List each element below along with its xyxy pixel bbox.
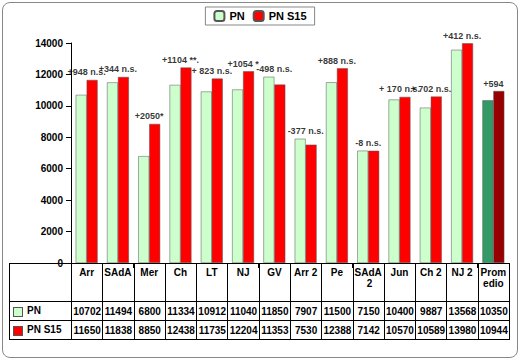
- svg-text:Ch: Ch: [174, 267, 187, 278]
- svg-text:Arr: Arr: [79, 267, 94, 278]
- svg-text:2: 2: [364, 278, 373, 289]
- html-text:9887: 9887: [420, 305, 443, 317]
- svg-text:PN S15: PN S15: [269, 10, 307, 22]
- svg-text:+412 n.s.: +412 n.s.: [443, 31, 481, 41]
- svg-text:SAdA: SAdA: [355, 267, 382, 278]
- svg-text:0: 0: [57, 258, 63, 269]
- svg-text:Pe: Pe: [331, 267, 344, 278]
- svg-text:4000: 4000: [41, 195, 64, 206]
- svg-text:LT: LT: [206, 267, 217, 278]
- html-text:8850: 8850: [138, 324, 161, 336]
- html-text:10570 10589 13980 10944: 10570 10589 13980 10944: [386, 324, 508, 336]
- svg-text:Ch 2: Ch 2: [420, 267, 442, 278]
- svg-text:12000: 12000: [35, 69, 63, 80]
- html-text:7150: 7150: [357, 305, 380, 317]
- svg-text:-498 n.s.: -498 n.s.: [256, 64, 292, 74]
- svg-text:NJ: NJ: [237, 267, 250, 278]
- svg-text:+1104 **.: +1104 **.: [162, 55, 199, 65]
- svg-text:+1054 *: +1054 *: [227, 59, 259, 69]
- html-text:11500: 11500: [323, 305, 351, 317]
- html-text:7142: 7142: [357, 324, 380, 336]
- svg-text:edio: edio: [483, 278, 504, 289]
- svg-text:-377 n.s.: -377 n.s.: [288, 126, 324, 136]
- svg-text:+ 170 n.s.: + 170 n.s.: [379, 84, 420, 95]
- svg-text:+ 823 n.s.: + 823 n.s.: [191, 66, 232, 76]
- html-text:7530: 7530: [295, 324, 318, 336]
- html-text:PN: PN: [27, 305, 41, 317]
- svg-text:-8 n.s.: -8 n.s.: [355, 138, 381, 148]
- svg-text:10000: 10000: [35, 100, 63, 111]
- svg-text:14000: 14000: [35, 38, 63, 49]
- svg-text:PN: PN: [229, 10, 244, 22]
- svg-text:Jun: Jun: [391, 267, 409, 278]
- svg-text:+ 702 n.s.: + 702 n.s.: [410, 84, 451, 94]
- svg-text:Mer: Mer: [140, 267, 158, 278]
- svg-text:Arr 2: Arr 2: [294, 267, 318, 278]
- html-text:7907: 7907: [295, 305, 318, 317]
- svg-text:+344 n.s.: +344 n.s.: [99, 64, 137, 74]
- html-text:10702 11494: 10702 11494: [73, 305, 132, 317]
- svg-text:8000: 8000: [41, 132, 64, 143]
- svg-text:+2050*: +2050*: [135, 111, 164, 121]
- html-text:12438 11735 12204 11353: 12438 11735 12204 11353: [167, 324, 289, 336]
- svg-text:+948 n.s.: +948 n.s.: [67, 67, 106, 78]
- svg-text:SAdA: SAdA: [104, 267, 131, 278]
- svg-text:+888 n.s.: +888 n.s.: [318, 56, 356, 66]
- svg-text:2000: 2000: [41, 226, 64, 237]
- html-text:PN S15: PN S15: [27, 324, 62, 336]
- svg-text:+594: +594: [483, 79, 503, 89]
- svg-text:Prom: Prom: [481, 267, 507, 278]
- html-text:12388: 12388: [323, 324, 352, 336]
- html-text:11650 11838: 11650 11838: [73, 324, 132, 336]
- html-text:6800: 6800: [138, 305, 161, 317]
- html-text:10400: 10400: [386, 305, 414, 317]
- svg-text:6000: 6000: [41, 163, 64, 174]
- html-text:11334 10912 11040 11850: 11334 10912 11040 11850: [167, 305, 289, 317]
- svg-text:NJ 2: NJ 2: [452, 267, 474, 278]
- svg-text:GV: GV: [267, 267, 282, 278]
- html-text:13568 10350: 13568 10350: [448, 305, 508, 317]
